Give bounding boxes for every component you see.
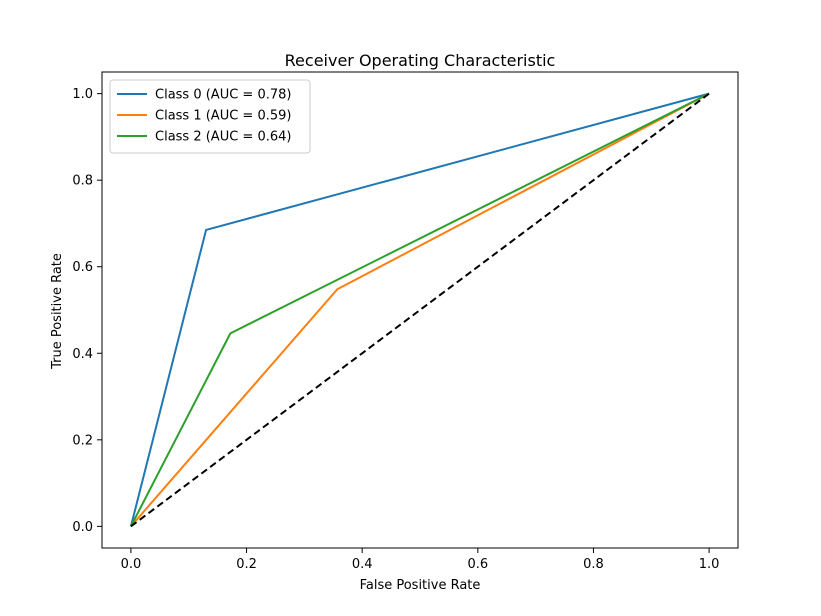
legend-label: Class 2 (AUC = 0.64) <box>155 130 291 145</box>
x-tick-label: 1.0 <box>699 557 720 572</box>
y-axis-label: True Positive Rate <box>50 253 65 370</box>
y-tick-label: 0.0 <box>72 520 93 535</box>
legend-box <box>109 79 311 154</box>
legend-label: Class 0 (AUC = 0.78) <box>155 88 291 103</box>
series-line-class-0 <box>129 92 710 527</box>
y-tick-label: 0.2 <box>72 433 93 448</box>
y-tick-label: 0.4 <box>72 347 93 362</box>
y-tick-label: 0.6 <box>72 260 93 275</box>
series-line-class-2 <box>130 92 710 527</box>
series-line-class-1 <box>130 92 710 528</box>
x-tick-label: 0.6 <box>467 557 488 572</box>
y-tick-label: 1.0 <box>72 87 93 102</box>
x-axis-label: False Positive Rate <box>360 578 481 593</box>
chart-title: Receiver Operating Characteristic <box>285 51 556 70</box>
x-tick-label: 0.2 <box>236 557 257 572</box>
x-tick-label: 0.0 <box>121 557 142 572</box>
x-tick-label: 0.8 <box>583 557 604 572</box>
plot-frame <box>101 71 739 549</box>
x-tick-label: 0.4 <box>352 557 373 572</box>
legend-label: Class 1 (AUC = 0.59) <box>155 109 291 124</box>
y-tick-label: 0.8 <box>72 174 93 189</box>
